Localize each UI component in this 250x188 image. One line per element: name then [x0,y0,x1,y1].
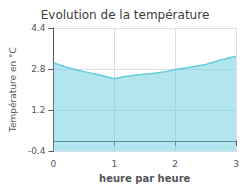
svg-text:2.8: 2.8 [31,64,46,74]
svg-text:Température en °C: Température en °C [8,47,18,133]
svg-text:2: 2 [172,159,178,169]
svg-text:1: 1 [111,159,117,169]
svg-text:heure par heure: heure par heure [99,173,190,184]
svg-text:4.4: 4.4 [31,23,46,33]
svg-text:0: 0 [51,159,57,169]
svg-text:3: 3 [233,159,239,169]
svg-text:Evolution de la température: Evolution de la température [41,8,210,22]
svg-text:1.2: 1.2 [31,105,45,115]
svg-text:-0.4: -0.4 [28,146,46,156]
